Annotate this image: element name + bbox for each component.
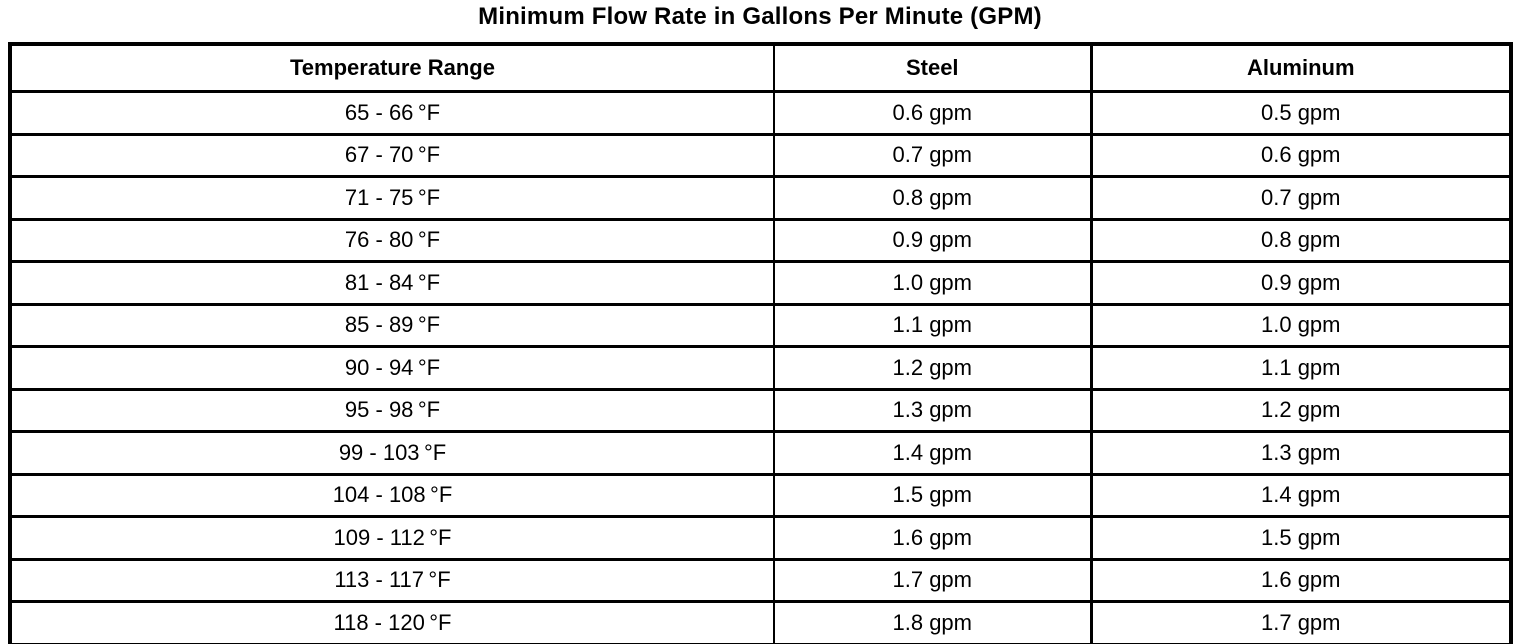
steel-value-cell: 0.8 gpm (774, 175, 1093, 221)
aluminum-value-cell: 0.5 gpm (1091, 90, 1511, 136)
table-row: 81 - 84 °F 1.0 gpm 0.9 gpm (10, 260, 1511, 306)
steel-value-cell: 1.0 gpm (774, 260, 1093, 306)
table-row: 99 - 103 °F 1.4 gpm 1.3 gpm (10, 430, 1511, 476)
table-row: 71 - 75 °F 0.8 gpm 0.7 gpm (10, 175, 1511, 221)
col-header-steel: Steel (774, 42, 1093, 93)
col-header-aluminum: Aluminum (1091, 42, 1511, 93)
temperature-range-cell: 71 - 75 °F (10, 175, 775, 221)
steel-value-cell: 1.3 gpm (774, 387, 1093, 433)
aluminum-value-cell: 1.0 gpm (1091, 302, 1511, 348)
aluminum-value-cell: 0.7 gpm (1091, 175, 1511, 221)
steel-value-cell: 1.5 gpm (774, 472, 1093, 518)
table-row: 118 - 120 °F 1.8 gpm 1.7 gpm (10, 600, 1511, 644)
table-row: 65 - 66 °F 0.6 gpm 0.5 gpm (10, 90, 1511, 136)
steel-value-cell: 1.8 gpm (774, 600, 1093, 644)
page-title: Minimum Flow Rate in Gallons Per Minute … (478, 3, 1042, 30)
table-row: 113 - 117 °F 1.7 gpm 1.6 gpm (10, 557, 1511, 603)
steel-value-cell: 1.6 gpm (774, 515, 1093, 561)
steel-value-cell: 0.7 gpm (774, 132, 1093, 178)
steel-value-cell: 0.6 gpm (774, 90, 1093, 136)
temperature-range-cell: 90 - 94 °F (10, 345, 775, 391)
table-row: 85 - 89 °F 1.1 gpm 1.0 gpm (10, 302, 1511, 348)
aluminum-value-cell: 1.1 gpm (1091, 345, 1511, 391)
aluminum-value-cell: 0.9 gpm (1091, 260, 1511, 306)
aluminum-value-cell: 0.6 gpm (1091, 132, 1511, 178)
header-row: Temperature Range Steel Aluminum (10, 42, 1511, 93)
flow-rate-table: Temperature Range Steel Aluminum 65 - 66… (8, 42, 1513, 644)
table-row: 95 - 98 °F 1.3 gpm 1.2 gpm (10, 387, 1511, 433)
steel-value-cell: 1.4 gpm (774, 430, 1093, 476)
table-row: 109 - 112 °F 1.6 gpm 1.5 gpm (10, 515, 1511, 561)
temperature-range-cell: 118 - 120 °F (10, 600, 775, 644)
temperature-range-cell: 104 - 108 °F (10, 472, 775, 518)
temperature-range-cell: 65 - 66 °F (10, 90, 775, 136)
aluminum-value-cell: 1.3 gpm (1091, 430, 1511, 476)
table-row: 67 - 70 °F 0.7 gpm 0.6 gpm (10, 132, 1511, 178)
temperature-range-cell: 67 - 70 °F (10, 132, 775, 178)
aluminum-value-cell: 1.5 gpm (1091, 515, 1511, 561)
col-header-temperature-range: Temperature Range (10, 42, 775, 93)
aluminum-value-cell: 1.2 gpm (1091, 387, 1511, 433)
temperature-range-cell: 113 - 117 °F (10, 557, 775, 603)
temperature-range-cell: 85 - 89 °F (10, 302, 775, 348)
table-row: 76 - 80 °F 0.9 gpm 0.8 gpm (10, 217, 1511, 263)
aluminum-value-cell: 0.8 gpm (1091, 217, 1511, 263)
steel-value-cell: 1.1 gpm (774, 302, 1093, 348)
aluminum-value-cell: 1.6 gpm (1091, 557, 1511, 603)
aluminum-value-cell: 1.4 gpm (1091, 472, 1511, 518)
table-row: 104 - 108 °F 1.5 gpm 1.4 gpm (10, 472, 1511, 518)
steel-value-cell: 0.9 gpm (774, 217, 1093, 263)
aluminum-value-cell: 1.7 gpm (1091, 600, 1511, 644)
steel-value-cell: 1.2 gpm (774, 345, 1093, 391)
temperature-range-cell: 76 - 80 °F (10, 217, 775, 263)
table-row: 90 - 94 °F 1.2 gpm 1.1 gpm (10, 345, 1511, 391)
temperature-range-cell: 81 - 84 °F (10, 260, 775, 306)
temperature-range-cell: 109 - 112 °F (10, 515, 775, 561)
temperature-range-cell: 99 - 103 °F (10, 430, 775, 476)
steel-value-cell: 1.7 gpm (774, 557, 1093, 603)
temperature-range-cell: 95 - 98 °F (10, 387, 775, 433)
